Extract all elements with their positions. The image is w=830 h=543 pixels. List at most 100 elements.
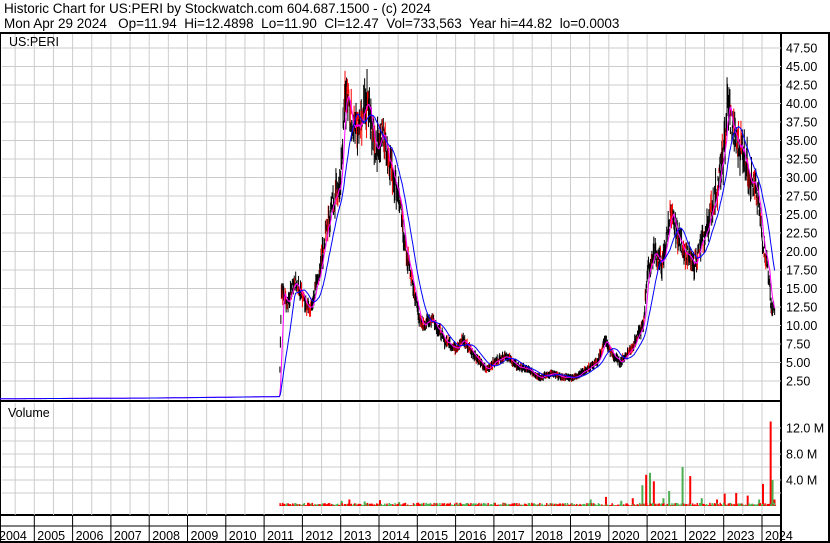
volume-bar — [701, 503, 703, 506]
volume-bar — [328, 503, 331, 506]
volume-bar — [604, 504, 607, 506]
volume-bar — [524, 503, 526, 506]
volume-bar — [475, 505, 478, 506]
y-tick-label: 17.50 — [786, 264, 817, 278]
volume-bar — [495, 504, 497, 506]
volume-bar — [750, 503, 753, 506]
volume-bar — [766, 503, 769, 506]
volume-bar — [348, 504, 350, 506]
volume-bar — [405, 505, 408, 506]
volume-bar — [622, 504, 625, 506]
volume-tick-label: 12.0 M — [786, 422, 824, 436]
volume-bar — [682, 503, 685, 506]
volume-bar — [513, 503, 516, 506]
volume-bar — [774, 505, 777, 506]
volume-bar — [467, 503, 470, 506]
volume-bar — [645, 503, 648, 506]
x-tick-label: 2004 — [0, 529, 27, 543]
volume-bar — [358, 503, 361, 506]
volume-bar — [379, 503, 381, 506]
volume-bar — [723, 493, 726, 506]
volume-bar — [481, 504, 484, 506]
x-tick-label: 2018 — [535, 529, 563, 543]
volume-bar — [629, 505, 632, 506]
volume-bar — [498, 504, 501, 506]
volume-bar — [593, 503, 595, 506]
volume-bar — [549, 503, 551, 506]
volume-bar — [473, 503, 476, 506]
volume-bar — [724, 505, 726, 506]
chart-title: Historic Chart for US:PERI by Stockwatch… — [4, 1, 431, 16]
volume-bar — [282, 503, 285, 506]
volume-bar — [411, 505, 414, 506]
volume-bar — [444, 504, 447, 506]
y-tick-label: 47.50 — [786, 42, 817, 56]
volume-bar — [543, 504, 546, 506]
x-tick-label: 2021 — [650, 529, 678, 543]
volume-bar — [686, 504, 688, 506]
volume-bar — [432, 504, 434, 506]
volume-bar — [452, 505, 455, 506]
volume-bar — [688, 503, 690, 506]
volume-bar — [415, 505, 417, 506]
volume-bar — [648, 505, 650, 506]
volume-bar — [478, 502, 480, 506]
volume-bar — [651, 503, 654, 506]
volume-tick-label: 8.0 M — [786, 448, 817, 462]
volume-bar — [382, 504, 385, 506]
volume-bar — [309, 504, 311, 506]
volume-bar — [616, 505, 618, 506]
volume-bar — [652, 481, 655, 506]
volume-bar — [735, 503, 738, 506]
volume-bar — [308, 502, 310, 506]
volume-bar — [681, 467, 684, 506]
volume-bar — [372, 504, 374, 506]
volume-bar — [427, 503, 430, 506]
volume-bar — [620, 504, 623, 506]
volume-bar — [487, 502, 489, 506]
volume-bar — [425, 502, 427, 506]
quote-summary: Mon Apr 29 2024 Op=11.94 Hi=12.4898 Lo=1… — [4, 16, 620, 31]
x-tick-label: 2020 — [612, 529, 640, 543]
volume-bar — [770, 504, 772, 506]
volume-bar — [579, 503, 581, 506]
volume-bar — [650, 503, 653, 506]
volume-bar — [632, 504, 634, 506]
volume-bar — [662, 503, 664, 506]
volume-bar — [768, 503, 771, 506]
volume-bar — [736, 504, 739, 506]
volume-bar — [656, 504, 658, 506]
volume-bar — [508, 503, 510, 506]
volume-bar — [683, 503, 686, 506]
volume-bar — [672, 504, 674, 506]
volume-bar — [691, 503, 694, 506]
volume-bar — [749, 504, 751, 506]
volume-bar — [304, 504, 307, 506]
volume-bar — [474, 505, 477, 506]
volume-bar — [547, 504, 549, 506]
volume-bar — [727, 503, 730, 506]
volume-bar — [327, 503, 330, 506]
volume-bar — [387, 504, 389, 506]
volume-bar — [406, 504, 409, 506]
x-tick-label: 2015 — [420, 529, 448, 543]
volume-bar — [769, 421, 772, 506]
volume-bar — [725, 504, 727, 506]
volume-bar — [329, 504, 332, 506]
volume-bar — [627, 504, 630, 506]
volume-bar — [459, 502, 462, 506]
volume-bar — [583, 503, 586, 506]
volume-bar — [586, 503, 588, 506]
volume-bar — [520, 504, 523, 506]
volume-bar — [598, 503, 601, 506]
volume-tick-label: 4.0 M — [786, 474, 817, 488]
volume-bar — [545, 503, 548, 506]
volume-bar — [389, 503, 392, 506]
volume-bar — [589, 503, 592, 506]
volume-bar — [435, 503, 438, 506]
volume-bar — [518, 503, 520, 506]
volume-bar — [504, 503, 507, 506]
volume-bar — [668, 504, 671, 506]
volume-bar — [472, 503, 474, 506]
volume-bar — [381, 505, 384, 506]
